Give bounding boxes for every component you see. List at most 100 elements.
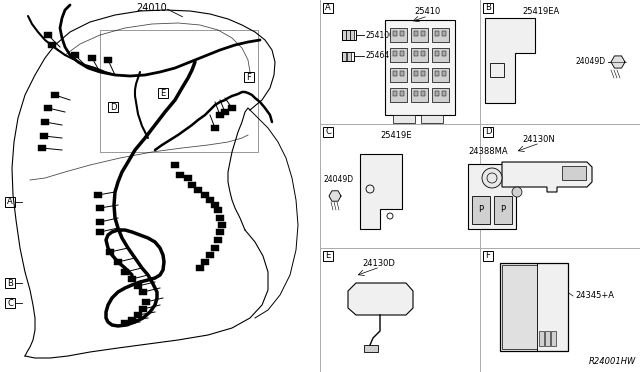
Text: C: C bbox=[325, 128, 331, 137]
Bar bbox=[40, 133, 48, 139]
Text: 24130D: 24130D bbox=[362, 259, 395, 267]
Text: B: B bbox=[485, 3, 491, 13]
Bar bbox=[346, 30, 349, 40]
Bar bbox=[414, 31, 418, 36]
Bar bbox=[139, 289, 147, 295]
Bar bbox=[472, 196, 490, 224]
Bar bbox=[216, 112, 224, 118]
Bar bbox=[244, 72, 254, 82]
Bar bbox=[38, 145, 46, 151]
Bar bbox=[44, 105, 52, 111]
Bar bbox=[121, 269, 129, 275]
Text: 25464: 25464 bbox=[366, 51, 390, 61]
Bar bbox=[414, 71, 418, 76]
Bar bbox=[435, 51, 439, 56]
Bar bbox=[435, 31, 439, 36]
Bar bbox=[201, 259, 209, 265]
Bar bbox=[96, 205, 104, 211]
Text: 24049D: 24049D bbox=[576, 58, 606, 67]
Text: 24130N: 24130N bbox=[522, 135, 555, 144]
Bar bbox=[435, 91, 439, 96]
Bar bbox=[539, 331, 544, 346]
Bar bbox=[393, 115, 415, 123]
Bar bbox=[442, 31, 446, 36]
Bar bbox=[71, 52, 79, 58]
Bar bbox=[114, 259, 122, 265]
Bar bbox=[442, 71, 446, 76]
Bar bbox=[411, 88, 428, 102]
Bar bbox=[494, 196, 512, 224]
Text: 24388MA: 24388MA bbox=[468, 148, 508, 157]
Bar bbox=[342, 30, 356, 40]
Bar bbox=[51, 92, 59, 98]
Bar bbox=[44, 32, 52, 38]
Bar bbox=[188, 182, 196, 188]
Bar bbox=[385, 20, 455, 115]
Bar bbox=[390, 48, 407, 62]
Bar bbox=[411, 48, 428, 62]
Bar bbox=[545, 331, 550, 346]
Bar bbox=[347, 52, 351, 61]
Bar bbox=[483, 251, 493, 261]
Bar bbox=[5, 197, 15, 207]
Text: F: F bbox=[246, 73, 252, 81]
Bar bbox=[390, 88, 407, 102]
Text: P: P bbox=[479, 205, 484, 215]
Bar bbox=[421, 115, 443, 123]
Bar bbox=[100, 30, 258, 152]
Text: 25419EA: 25419EA bbox=[522, 7, 559, 16]
Bar bbox=[201, 192, 209, 198]
Bar bbox=[390, 28, 407, 42]
Bar bbox=[393, 91, 397, 96]
Text: 25410G: 25410G bbox=[366, 31, 396, 39]
Bar bbox=[128, 317, 136, 323]
Bar bbox=[400, 31, 404, 36]
Polygon shape bbox=[485, 18, 535, 103]
Bar bbox=[435, 71, 439, 76]
Text: 25410: 25410 bbox=[415, 7, 441, 16]
Bar bbox=[104, 57, 112, 63]
Bar bbox=[432, 48, 449, 62]
Bar bbox=[94, 192, 102, 198]
Bar bbox=[228, 105, 236, 111]
Bar bbox=[393, 71, 397, 76]
Bar bbox=[216, 229, 224, 235]
Bar bbox=[184, 175, 192, 181]
Bar bbox=[323, 251, 333, 261]
Bar bbox=[483, 127, 493, 137]
Bar bbox=[432, 88, 449, 102]
Bar bbox=[216, 215, 224, 221]
Bar bbox=[342, 52, 354, 61]
Text: 25419E: 25419E bbox=[380, 131, 412, 141]
Bar bbox=[490, 63, 504, 77]
Bar bbox=[411, 28, 428, 42]
Bar bbox=[414, 51, 418, 56]
Bar bbox=[483, 3, 493, 13]
Bar bbox=[342, 30, 346, 40]
Bar bbox=[364, 345, 378, 352]
Bar bbox=[393, 31, 397, 36]
Bar bbox=[196, 265, 204, 271]
Text: R24001HW: R24001HW bbox=[589, 357, 636, 366]
Bar bbox=[562, 166, 586, 180]
Bar bbox=[342, 52, 346, 61]
Bar bbox=[218, 222, 226, 228]
Text: P: P bbox=[500, 205, 506, 215]
Text: 24345+A: 24345+A bbox=[575, 292, 614, 301]
Text: A: A bbox=[7, 198, 13, 206]
Bar bbox=[134, 312, 142, 318]
Bar bbox=[106, 249, 114, 255]
Bar bbox=[390, 68, 407, 82]
Bar bbox=[5, 298, 15, 308]
Bar bbox=[41, 119, 49, 125]
Bar bbox=[121, 320, 129, 326]
Bar bbox=[500, 263, 568, 351]
Bar bbox=[211, 245, 219, 251]
Bar bbox=[400, 71, 404, 76]
Polygon shape bbox=[611, 56, 625, 68]
Bar bbox=[96, 219, 104, 225]
Polygon shape bbox=[502, 162, 592, 192]
Bar bbox=[206, 252, 214, 258]
Bar bbox=[139, 306, 147, 312]
Bar bbox=[48, 42, 56, 48]
